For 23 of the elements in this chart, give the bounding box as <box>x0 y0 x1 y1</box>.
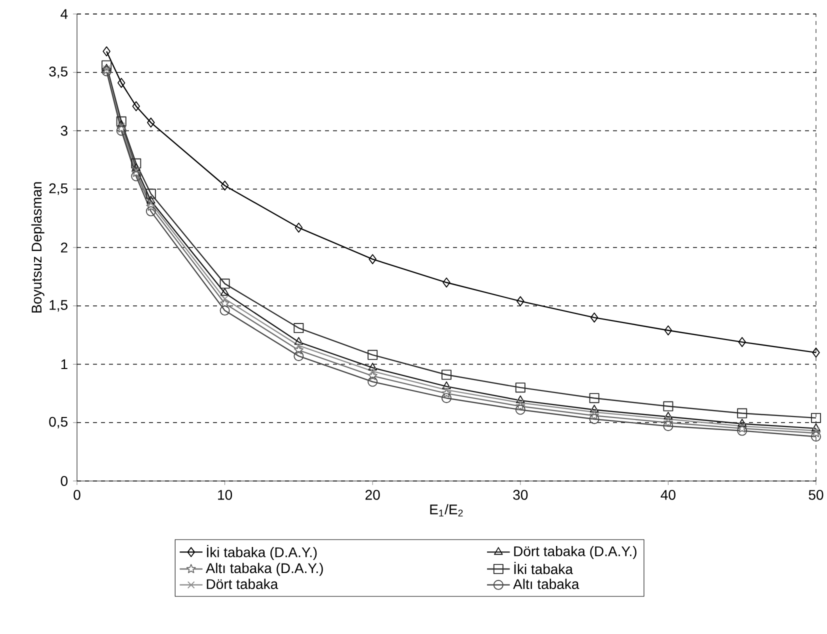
x-tick-label: 50 <box>808 490 824 500</box>
y-tick-label: 0,5 <box>49 416 68 428</box>
legend-label: Dört tabaka <box>206 578 278 590</box>
y-tick-label: 1 <box>61 359 68 370</box>
x-tick-label: 20 <box>366 490 380 500</box>
x-tick-label: 40 <box>660 490 676 500</box>
y-tick-label: 3,5 <box>49 66 68 78</box>
legend-label: Altı tabaka <box>513 578 580 590</box>
legend-label: İki tabaka <box>514 562 573 574</box>
y-tick-label: 2 <box>60 242 68 252</box>
y-tick-label: 3 <box>60 126 68 136</box>
x-tick-label: 0 <box>74 490 80 500</box>
y-axis-title: Boyutsuz Deplasman <box>31 182 44 312</box>
y-tick-label: 1,5 <box>50 300 68 312</box>
legend-label: İki tabaka (D.A.Y.) <box>207 544 317 560</box>
legend-label: Altı tabaka (D.A.Y.) <box>206 562 323 576</box>
x-axis-title: E$_{1}$/E$_{2}$ <box>430 504 463 516</box>
legend-label: Dört tabaka (D.A.Y.) <box>514 546 636 560</box>
y-tick-label: 4 <box>60 9 68 19</box>
x-tick-label: 10 <box>218 490 232 500</box>
y-tick-label: 0 <box>60 476 68 486</box>
x-tick-label: 30 <box>513 490 528 500</box>
y-tick-label: 2,5 <box>49 183 68 195</box>
